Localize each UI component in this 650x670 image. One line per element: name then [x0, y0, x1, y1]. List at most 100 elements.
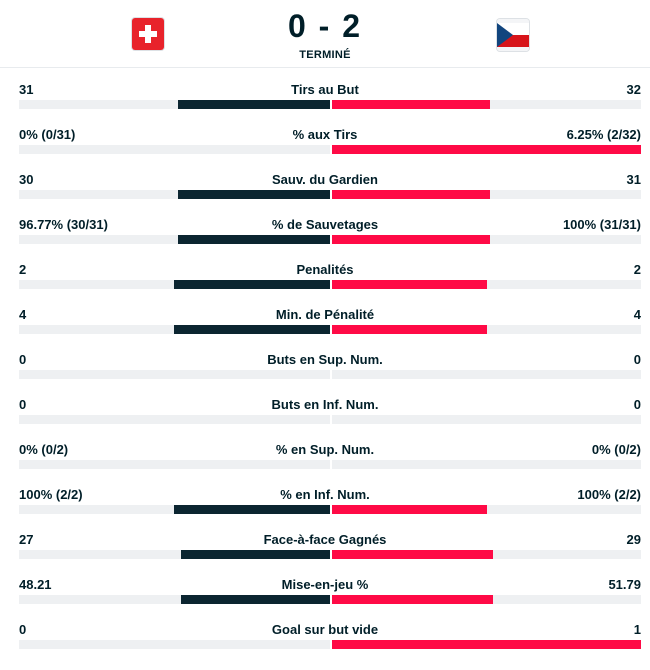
stat-label: Buts en Sup. Num. [267, 352, 383, 367]
stat-label: Goal sur but vide [271, 622, 379, 637]
stat-home-bar [174, 280, 330, 289]
stat-away-bar-track [332, 415, 641, 424]
stat-away-value: 32 [626, 82, 641, 97]
stat-away-value: 0 [633, 352, 641, 367]
stat-away-bar-track [332, 370, 641, 379]
stat-label: % aux Tirs [292, 127, 358, 142]
stat-home-value: 0 [19, 352, 27, 367]
stat-label: Sauv. du Gardien [272, 172, 378, 187]
stat-away-bar-track [332, 190, 641, 199]
stat-away-value: 0 [633, 397, 641, 412]
stat-away-bar [332, 325, 487, 334]
stat-away-value: 100% (31/31) [562, 217, 641, 232]
stat-row: 0 Buts en Inf. Num. 0 [0, 383, 650, 428]
stat-row: 0 Goal sur but vide 1 [0, 608, 650, 653]
stat-home-value: 0% (0/31) [19, 127, 76, 142]
stat-home-value: 0% (0/2) [19, 442, 69, 457]
stat-away-bar-track [332, 595, 641, 604]
stat-row: 0 Buts en Sup. Num. 0 [0, 338, 650, 383]
stat-home-value: 2 [19, 262, 27, 277]
stats-list: 31 Tirs au But 32 0% (0/31) % aux Tirs 6.25% … [0, 68, 650, 653]
stat-row: 100% (2/2) % en Inf. Num. 100% (2/2) [0, 473, 650, 518]
stat-home-bar-track [19, 280, 330, 289]
stat-home-bar-track [19, 640, 330, 649]
match-header: 0 - 2 TERMINÉ [0, 0, 650, 68]
stat-home-bar-track [19, 505, 330, 514]
switzerland-flag-icon[interactable] [132, 18, 164, 50]
stat-away-bar [332, 550, 493, 559]
stat-home-bar [178, 100, 330, 109]
stat-home-value: 0 [19, 397, 27, 412]
stat-label: Min. de Pénalité [275, 307, 375, 322]
stat-label: Penalités [296, 262, 354, 277]
stat-home-bar-track [19, 550, 330, 559]
match-score: 0 - 2 [287, 8, 363, 44]
stat-home-bar-track [19, 415, 330, 424]
stat-away-bar-track [332, 505, 641, 514]
stat-away-value: 29 [626, 532, 641, 547]
stat-row: 0% (0/31) % aux Tirs 6.25% (2/32) [0, 113, 650, 158]
stat-away-bar-track [332, 280, 641, 289]
stat-row: 4 Min. de Pénalité 4 [0, 293, 650, 338]
stat-row: 27 Face-à-face Gagnés 29 [0, 518, 650, 563]
stat-home-bar-track [19, 235, 330, 244]
stat-home-value: 31 [19, 82, 34, 97]
stat-away-bar [332, 595, 493, 604]
stat-home-bar [174, 505, 330, 514]
stat-home-value: 30 [19, 172, 34, 187]
stat-away-value: 51.79 [608, 577, 641, 592]
stat-home-value: 48.21 [19, 577, 52, 592]
stat-away-value: 1 [633, 622, 641, 637]
stat-row: 48.21 Mise-en-jeu % 51.79 [0, 563, 650, 608]
stat-away-bar-track [332, 550, 641, 559]
stat-row: 96.77% (30/31) % de Sauvetages 100% (31/31… [0, 203, 650, 248]
stat-home-bar [174, 325, 330, 334]
stat-away-bar [332, 280, 487, 289]
stat-away-bar [332, 190, 490, 199]
stat-away-bar-track [332, 325, 641, 334]
stat-home-bar-track [19, 460, 330, 469]
stat-home-value: 27 [19, 532, 34, 547]
stat-away-value: 4 [633, 307, 641, 322]
stat-away-value: 6.25% (2/32) [566, 127, 641, 142]
stat-home-bar [181, 595, 330, 604]
match-status: TERMINÉ [299, 49, 351, 61]
stat-home-bar-track [19, 595, 330, 604]
stat-label: Buts en Inf. Num. [271, 397, 379, 412]
stat-away-bar-track [332, 145, 641, 154]
stat-away-bar-track [332, 460, 641, 469]
stat-row: 0% (0/2) % en Sup. Num. 0% (0/2) [0, 428, 650, 473]
stat-away-bar-track [332, 100, 641, 109]
stat-home-bar-track [19, 145, 330, 154]
stat-away-bar [332, 505, 487, 514]
stat-home-bar [181, 550, 330, 559]
stat-away-value: 31 [626, 172, 641, 187]
stat-home-bar-track [19, 325, 330, 334]
stat-row: 30 Sauv. du Gardien 31 [0, 158, 650, 203]
stat-away-bar [332, 145, 641, 154]
stat-row: 2 Penalités 2 [0, 248, 650, 293]
stat-away-value: 0% (0/2) [591, 442, 641, 457]
stat-row: 31 Tirs au But 32 [0, 68, 650, 113]
stat-away-bar [332, 640, 641, 649]
stat-home-bar-track [19, 100, 330, 109]
stat-label: Mise-en-jeu % [281, 577, 369, 592]
stat-away-value: 100% (2/2) [577, 487, 641, 502]
stat-away-bar [332, 235, 490, 244]
czech-flag-icon[interactable] [497, 19, 529, 51]
stat-label: % en Sup. Num. [275, 442, 375, 457]
stat-away-value: 2 [633, 262, 641, 277]
stat-home-bar [178, 190, 330, 199]
stat-label: Tirs au But [291, 82, 359, 97]
stat-label: % de Sauvetages [271, 217, 379, 232]
stat-home-value: 0 [19, 622, 27, 637]
stat-away-bar [332, 100, 490, 109]
stat-home-bar [178, 235, 330, 244]
stat-home-value: 96.77% (30/31) [19, 217, 108, 232]
stat-away-bar-track [332, 235, 641, 244]
stat-away-bar-track [332, 640, 641, 649]
stat-label: % en Inf. Num. [280, 487, 370, 502]
stat-home-value: 100% (2/2) [19, 487, 83, 502]
stat-home-value: 4 [19, 307, 27, 322]
stat-label: Face-à-face Gagnés [263, 532, 387, 547]
